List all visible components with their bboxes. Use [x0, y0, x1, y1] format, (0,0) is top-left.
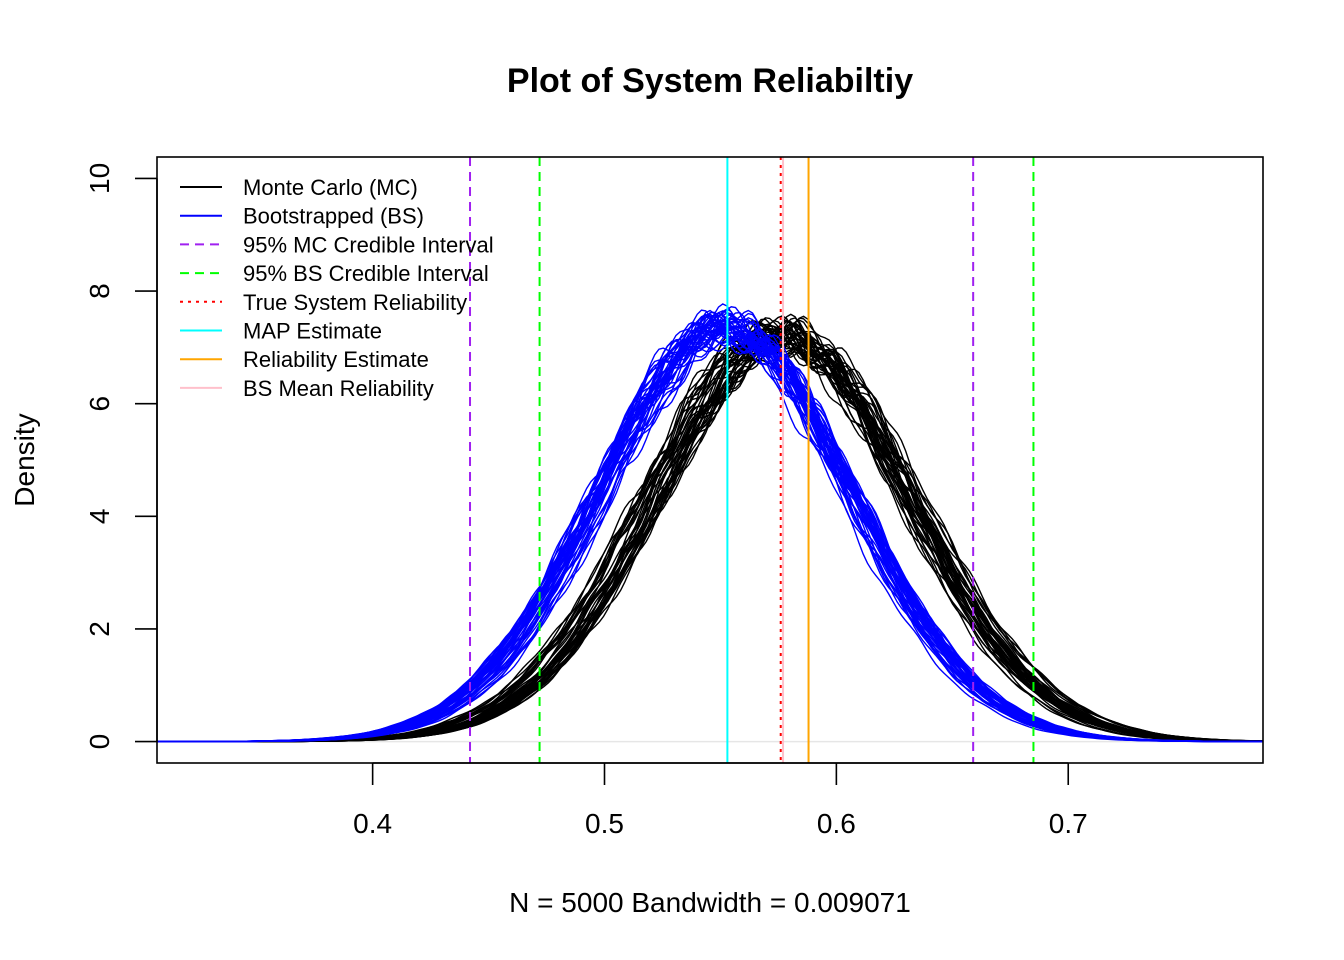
bs-density-curve	[157, 317, 1264, 743]
x-tick-label: 0.6	[817, 808, 856, 839]
legend-label: 95% MC Credible Interval	[243, 232, 494, 257]
legend-label: Monte Carlo (MC)	[243, 175, 418, 200]
y-tick-label: 8	[84, 283, 115, 299]
legend-label: Bootstrapped (BS)	[243, 204, 424, 229]
legend-label: BS Mean Reliability	[243, 376, 434, 401]
y-tick-label: 6	[84, 396, 115, 412]
x-axis: 0.4 0.5 0.6 0.7	[353, 762, 1088, 839]
legend: Monte Carlo (MC) Bootstrapped (BS) 95% MC …	[180, 175, 494, 401]
y-tick-label: 0	[84, 734, 115, 750]
legend-label: 95% BS Credible Interval	[243, 261, 489, 286]
x-tick-label: 0.4	[353, 808, 392, 839]
reference-lines	[469, 157, 1035, 763]
legend-label: True System Reliability	[243, 290, 467, 315]
y-axis-label: Density	[9, 413, 40, 506]
y-axis: 0 2 4 6 8 10	[84, 163, 158, 750]
y-tick-label: 4	[84, 509, 115, 525]
y-tick-label: 10	[84, 163, 115, 194]
x-tick-label: 0.7	[1049, 808, 1088, 839]
legend-label: MAP Estimate	[243, 319, 382, 344]
chart-title: Plot of System Reliabiltiy	[507, 62, 913, 100]
y-tick-label: 2	[84, 621, 115, 637]
plot-area	[156, 157, 1264, 763]
bs-density-curves	[156, 303, 1264, 743]
x-axis-label: N = 5000 Bandwidth = 0.009071	[509, 887, 911, 918]
x-tick-label: 0.5	[585, 808, 624, 839]
legend-label: Reliability Estimate	[243, 347, 429, 372]
